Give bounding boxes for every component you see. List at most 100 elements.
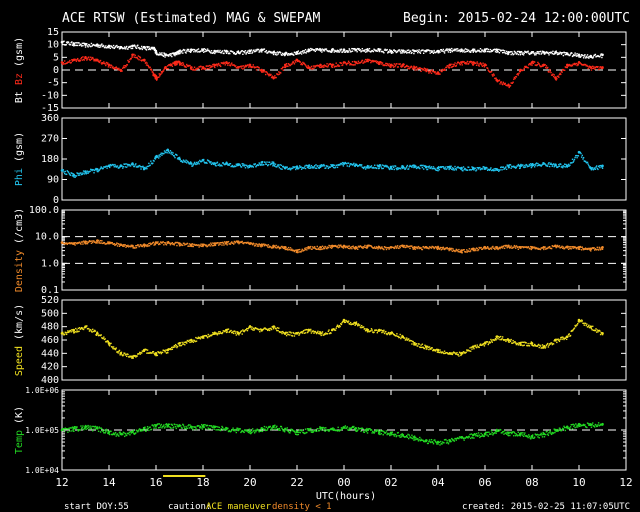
trace-point: [362, 166, 364, 169]
trace-point: [588, 324, 590, 327]
trace-point: [496, 337, 498, 339]
trace-point: [94, 168, 97, 171]
y-axis-label-part: (K): [14, 406, 25, 430]
trace-point: [544, 52, 546, 55]
trace-point: [330, 332, 332, 334]
trace-point: [398, 245, 401, 248]
trace-point: [222, 63, 224, 65]
trace-point: [379, 48, 382, 50]
trace-point: [531, 165, 533, 168]
trace-point: [69, 430, 71, 432]
trace-point: [191, 66, 193, 68]
trace-point: [371, 329, 373, 331]
trace-point: [135, 163, 137, 165]
trace-point: [80, 243, 82, 245]
trace-point: [551, 74, 553, 76]
trace-point: [494, 246, 497, 248]
trace-point: [490, 167, 492, 169]
trace-point: [240, 166, 243, 168]
trace-point: [487, 69, 490, 71]
trace-point: [432, 166, 435, 168]
trace-point: [298, 165, 301, 167]
trace-point: [86, 425, 88, 428]
trace-point: [92, 430, 94, 432]
trace-point: [231, 331, 234, 334]
trace-point: [140, 430, 143, 432]
trace-point: [71, 430, 73, 432]
trace-point: [121, 432, 123, 435]
trace-point: [446, 246, 448, 249]
trace-point: [338, 50, 340, 52]
trace-point: [428, 50, 431, 52]
trace-point: [154, 75, 156, 77]
trace-point: [203, 161, 206, 163]
trace-point: [592, 67, 595, 70]
trace-point: [454, 165, 456, 168]
trace-point: [276, 54, 278, 56]
trace-point: [502, 49, 505, 51]
trace-point: [538, 163, 540, 166]
trace-point: [375, 167, 378, 170]
trace-point: [243, 67, 245, 69]
trace-point: [582, 156, 585, 159]
trace-point: [276, 327, 279, 329]
trace-point: [319, 47, 321, 50]
trace-point: [112, 433, 114, 435]
trace-point: [596, 167, 599, 170]
trace-point: [411, 166, 413, 168]
trace-point: [170, 348, 172, 351]
trace-point: [553, 74, 555, 76]
trace-point: [206, 65, 208, 67]
trace-point: [248, 166, 251, 169]
trace-point: [569, 247, 571, 250]
trace-point: [133, 56, 136, 58]
trace-point: [168, 426, 170, 428]
trace-point: [401, 334, 403, 337]
trace-point: [143, 60, 145, 62]
trace-point: [352, 323, 354, 325]
trace-point: [313, 246, 316, 248]
trace-point: [223, 244, 225, 246]
trace-point: [154, 48, 157, 51]
trace-point: [499, 338, 501, 341]
trace-point: [147, 245, 149, 247]
y-tick-label: -10: [41, 90, 59, 101]
trace-point: [212, 332, 214, 334]
trace-point: [244, 64, 247, 67]
trace-point: [415, 246, 418, 248]
trace-point: [592, 65, 594, 68]
trace-point: [515, 167, 517, 169]
trace-point: [263, 328, 265, 330]
trace-point: [518, 343, 521, 345]
trace-point: [93, 60, 95, 62]
trace-point: [159, 351, 162, 353]
trace-point: [564, 337, 567, 340]
trace-point: [571, 64, 574, 67]
trace-point: [590, 167, 592, 169]
trace-point: [428, 348, 430, 351]
trace-point: [285, 334, 288, 337]
trace-point: [548, 54, 550, 56]
trace-point: [161, 52, 163, 54]
trace-point: [405, 167, 407, 169]
trace-point: [140, 168, 142, 170]
trace-point: [250, 166, 253, 168]
trace-point: [344, 245, 346, 248]
trace-point: [242, 329, 244, 331]
trace-point: [228, 164, 230, 166]
trace-point: [147, 48, 150, 51]
trace-point: [551, 52, 553, 55]
trace-point: [553, 245, 555, 248]
trace-point: [490, 248, 493, 250]
trace-point: [210, 334, 213, 337]
trace-point: [443, 248, 446, 251]
trace-point: [233, 332, 235, 335]
trace-point: [381, 331, 383, 334]
trace-point: [402, 244, 404, 247]
trace-point: [349, 49, 351, 51]
trace-point: [261, 160, 264, 163]
trace-point: [291, 167, 294, 170]
trace-point: [552, 164, 554, 166]
trace-point: [266, 244, 268, 247]
trace-point: [541, 52, 543, 54]
